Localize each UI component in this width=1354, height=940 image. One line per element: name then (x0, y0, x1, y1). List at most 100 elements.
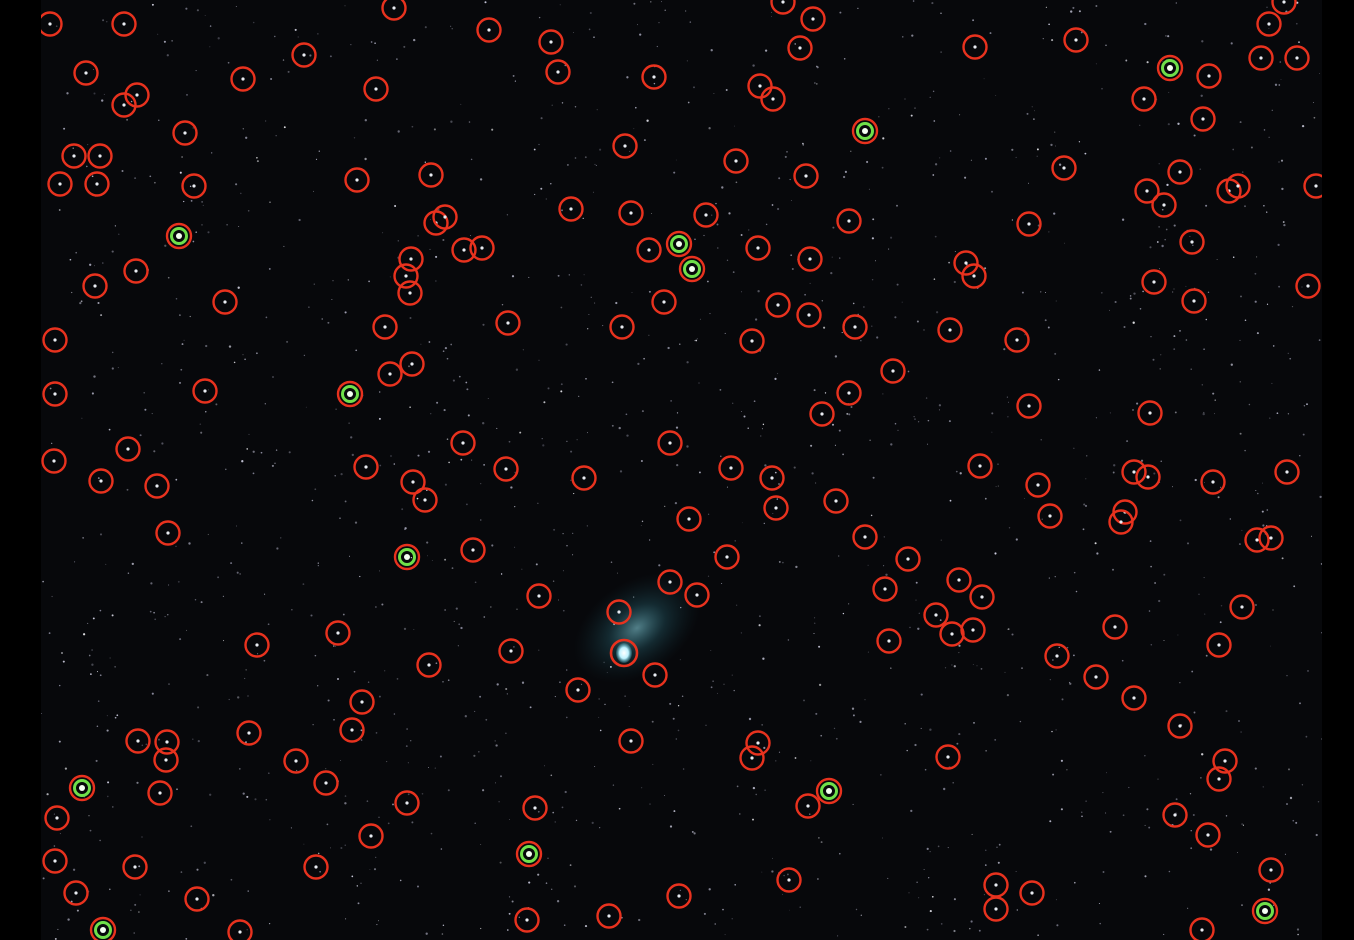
background-star (252, 450, 255, 453)
background-star (560, 383, 563, 386)
catalog-star-marker (612, 133, 638, 159)
background-star (747, 427, 749, 429)
background-star (487, 398, 489, 399)
background-star (923, 869, 925, 871)
background-star (1041, 518, 1043, 520)
background-star (1053, 212, 1056, 215)
catalog-star-marker (1151, 192, 1177, 218)
catalog-star-marker (1229, 594, 1255, 620)
background-star (868, 188, 870, 190)
background-star (1261, 510, 1264, 513)
catalog-star (957, 578, 961, 582)
background-star (1250, 146, 1253, 149)
catalog-star-marker (939, 621, 965, 647)
background-star (318, 150, 320, 152)
background-star (508, 912, 511, 915)
background-star (686, 361, 689, 364)
catalog-star (1119, 520, 1123, 524)
background-star (185, 937, 188, 940)
background-star (136, 781, 139, 784)
background-star (815, 712, 818, 715)
background-star (197, 706, 200, 709)
catalog-star-marker (111, 11, 137, 37)
background-star (1105, 44, 1107, 47)
catalog-star (1146, 475, 1150, 479)
catalog-star (1200, 928, 1204, 932)
catalog-star-marker (313, 770, 339, 796)
background-star (417, 885, 419, 888)
reference-star-inner-marker (94, 921, 112, 939)
background-star (842, 175, 846, 179)
background-star (133, 932, 135, 934)
background-star (1052, 773, 1055, 776)
background-star (1254, 767, 1257, 770)
catalog-star (408, 291, 412, 295)
background-star (1003, 348, 1006, 351)
background-star (741, 411, 742, 412)
background-star (761, 871, 763, 873)
background-star (1241, 904, 1243, 906)
background-star (379, 464, 382, 467)
background-star (565, 716, 568, 719)
background-star (41, 713, 43, 714)
background-star (890, 236, 893, 239)
background-star (93, 375, 96, 378)
background-star (183, 200, 185, 203)
catalog-star-marker (42, 848, 68, 874)
catalog-star-marker (1244, 527, 1270, 553)
catalog-star-marker (571, 465, 597, 491)
background-star (196, 9, 199, 12)
background-star (333, 719, 335, 721)
background-star (914, 743, 917, 747)
background-star (436, 401, 439, 404)
background-star (521, 568, 523, 570)
catalog-star (410, 362, 414, 366)
catalog-star-marker (526, 583, 552, 609)
background-star (852, 714, 855, 717)
background-star (772, 857, 773, 859)
background-star (1185, 285, 1187, 287)
background-star (313, 283, 315, 285)
background-star (839, 257, 841, 259)
background-star (1301, 124, 1305, 128)
background-star (1112, 471, 1115, 474)
catalog-star (964, 261, 968, 265)
background-star (940, 539, 942, 541)
background-star (387, 822, 390, 825)
background-star (696, 338, 698, 340)
reference-star-outer-marker (815, 777, 843, 805)
catalog-star (1295, 56, 1299, 60)
background-star (242, 354, 244, 356)
background-star (764, 789, 766, 791)
background-star (228, 698, 230, 701)
background-star (164, 615, 166, 618)
catalog-star-marker (967, 453, 993, 479)
background-star (382, 232, 384, 234)
background-star (1160, 460, 1162, 462)
background-star (540, 187, 543, 190)
background-star (1214, 413, 1216, 415)
background-star (499, 775, 503, 778)
background-star (904, 723, 906, 725)
background-star (902, 36, 904, 38)
starfield-canvas (41, 0, 1322, 940)
background-star (1070, 10, 1073, 13)
background-star (312, 724, 314, 726)
background-star (1049, 820, 1052, 823)
catalog-star (662, 300, 666, 304)
catalog-star (1094, 675, 1098, 679)
background-star (1167, 123, 1170, 126)
background-star (94, 265, 95, 267)
catalog-star (93, 284, 97, 288)
background-star (912, 0, 915, 2)
catalog-star (423, 498, 427, 502)
background-star (442, 924, 445, 927)
background-star (1149, 540, 1152, 542)
background-star (185, 7, 188, 10)
background-star (265, 120, 267, 122)
background-star (327, 321, 330, 324)
background-star (787, 639, 790, 641)
reference-star (526, 851, 532, 857)
catalog-star-marker (1083, 664, 1109, 690)
background-star (516, 608, 518, 610)
